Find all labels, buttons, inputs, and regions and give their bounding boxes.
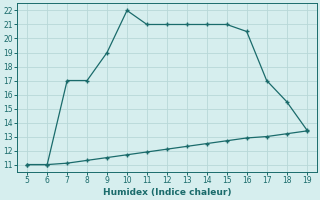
X-axis label: Humidex (Indice chaleur): Humidex (Indice chaleur)	[103, 188, 231, 197]
